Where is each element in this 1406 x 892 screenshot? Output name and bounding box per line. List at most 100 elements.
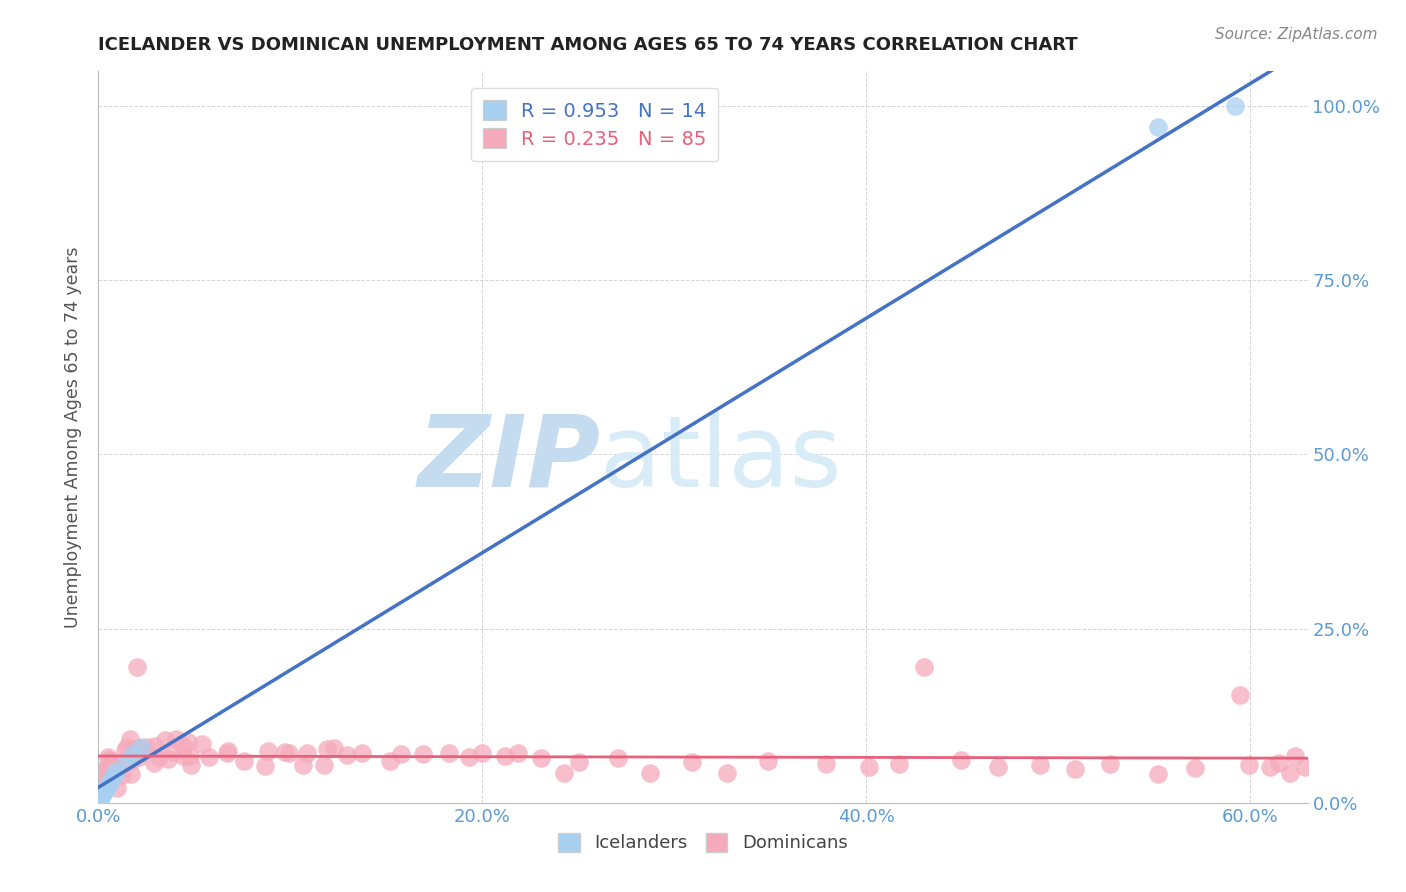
- Point: [97, 750, 120, 764]
- Point: [1237, 757, 1260, 772]
- Point: [1147, 120, 1170, 134]
- Point: [94, 779, 117, 793]
- Point: [143, 756, 166, 770]
- Point: [412, 747, 434, 762]
- Point: [494, 748, 516, 763]
- Point: [122, 747, 145, 761]
- Point: [352, 746, 374, 760]
- Point: [1284, 749, 1306, 764]
- Point: [115, 740, 138, 755]
- Point: [336, 747, 359, 762]
- Point: [177, 734, 200, 748]
- Point: [1229, 688, 1251, 702]
- Point: [457, 750, 479, 764]
- Point: [312, 757, 335, 772]
- Point: [89, 792, 111, 806]
- Point: [104, 764, 127, 779]
- Point: [391, 747, 413, 761]
- Point: [1268, 756, 1291, 770]
- Point: [96, 761, 118, 775]
- Point: [506, 746, 529, 760]
- Point: [101, 772, 124, 786]
- Point: [156, 751, 179, 765]
- Point: [716, 765, 738, 780]
- Point: [153, 733, 176, 747]
- Point: [553, 765, 575, 780]
- Point: [148, 749, 170, 764]
- Point: [277, 747, 299, 761]
- Point: [437, 746, 460, 760]
- Point: [858, 760, 880, 774]
- Point: [291, 757, 314, 772]
- Legend: Icelanders, Dominicans: Icelanders, Dominicans: [551, 826, 855, 860]
- Point: [165, 732, 187, 747]
- Point: [107, 762, 129, 776]
- Point: [101, 756, 124, 771]
- Text: ICELANDER VS DOMINICAN UNEMPLOYMENT AMONG AGES 65 TO 74 YEARS CORRELATION CHART: ICELANDER VS DOMINICAN UNEMPLOYMENT AMON…: [98, 36, 1078, 54]
- Point: [323, 741, 346, 756]
- Text: atlas: atlas: [600, 410, 842, 508]
- Point: [889, 756, 911, 771]
- Point: [1099, 756, 1122, 771]
- Point: [912, 660, 935, 674]
- Point: [950, 753, 973, 767]
- Point: [378, 754, 401, 768]
- Point: [1147, 767, 1170, 781]
- Point: [1064, 762, 1087, 776]
- Point: [101, 754, 124, 768]
- Point: [190, 737, 212, 751]
- Point: [1294, 759, 1316, 773]
- Point: [91, 789, 114, 803]
- Point: [125, 660, 148, 674]
- Point: [198, 750, 221, 764]
- Point: [162, 745, 184, 759]
- Point: [115, 754, 138, 768]
- Point: [129, 740, 152, 755]
- Point: [254, 759, 277, 773]
- Point: [1278, 765, 1301, 780]
- Point: [180, 758, 202, 772]
- Point: [97, 753, 120, 767]
- Point: [93, 774, 115, 789]
- Point: [638, 766, 661, 780]
- Point: [814, 756, 837, 771]
- Point: [530, 751, 553, 765]
- Point: [86, 764, 108, 778]
- Point: [756, 754, 779, 768]
- Point: [274, 745, 297, 759]
- Point: [256, 744, 278, 758]
- Point: [1029, 758, 1052, 772]
- Point: [987, 760, 1010, 774]
- Point: [97, 767, 120, 781]
- Point: [1260, 760, 1282, 774]
- Point: [143, 739, 166, 754]
- Point: [568, 755, 591, 769]
- Point: [1223, 99, 1246, 113]
- Point: [172, 739, 194, 753]
- Point: [114, 742, 136, 756]
- Point: [179, 748, 201, 763]
- Point: [97, 778, 120, 792]
- Text: Source: ZipAtlas.com: Source: ZipAtlas.com: [1215, 27, 1378, 42]
- Point: [1184, 760, 1206, 774]
- Point: [232, 755, 254, 769]
- Point: [135, 739, 157, 754]
- Point: [129, 746, 152, 760]
- Point: [93, 785, 115, 799]
- Point: [471, 746, 494, 760]
- Point: [606, 751, 628, 765]
- Point: [128, 740, 150, 755]
- Point: [295, 747, 318, 761]
- Point: [94, 781, 117, 796]
- Point: [172, 749, 194, 764]
- Point: [215, 746, 238, 760]
- Point: [120, 767, 142, 781]
- Point: [217, 744, 239, 758]
- Y-axis label: Unemployment Among Ages 65 to 74 years: Unemployment Among Ages 65 to 74 years: [65, 246, 83, 628]
- Point: [681, 755, 703, 769]
- Point: [98, 775, 121, 789]
- Point: [120, 754, 142, 768]
- Point: [103, 768, 125, 782]
- Point: [111, 768, 134, 782]
- Text: ZIP: ZIP: [418, 410, 600, 508]
